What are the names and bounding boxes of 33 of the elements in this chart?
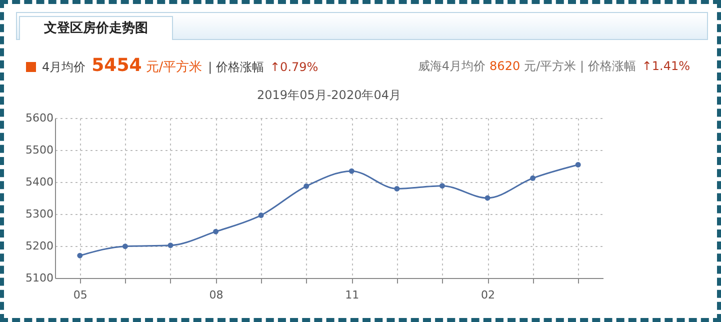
text: ↑0.79% (270, 60, 318, 74)
text: 4月均价 (42, 60, 86, 74)
point (213, 228, 219, 234)
point (168, 242, 174, 248)
point (575, 162, 581, 168)
point (484, 195, 490, 201)
x-tick-label: 11 (345, 288, 360, 302)
point (439, 183, 445, 189)
chart-subtitle: 2019年05月-2020年04月 (257, 88, 401, 102)
text: 元/平方米 (146, 60, 202, 75)
x-tick-label: 08 (209, 288, 224, 302)
text: ↑1.41% (642, 59, 690, 73)
point (304, 183, 310, 189)
chart-title: 文登区房价走势图 (19, 16, 173, 40)
point (258, 212, 264, 218)
text: 元/平方米 | 价格涨幅 (524, 59, 636, 73)
text: | 价格涨幅 (208, 60, 264, 74)
y-tick-label: 5100 (26, 272, 54, 284)
y-tick-label: 5300 (26, 208, 54, 220)
text: 威海4月均价 (418, 59, 486, 73)
y-tick-label: 5200 (26, 240, 54, 252)
y-tick-label: 5500 (26, 144, 54, 156)
text: 5454 (92, 55, 142, 76)
text: 8620 (490, 59, 520, 73)
y-tick-label: 5400 (26, 176, 54, 188)
x-tick-label: 05 (73, 288, 88, 302)
point (530, 175, 536, 181)
point (77, 252, 83, 258)
point (122, 244, 128, 250)
x-tick-label: 02 (481, 288, 496, 302)
y-tick-label: 5600 (26, 112, 54, 124)
point (394, 186, 400, 192)
point (348, 168, 354, 174)
